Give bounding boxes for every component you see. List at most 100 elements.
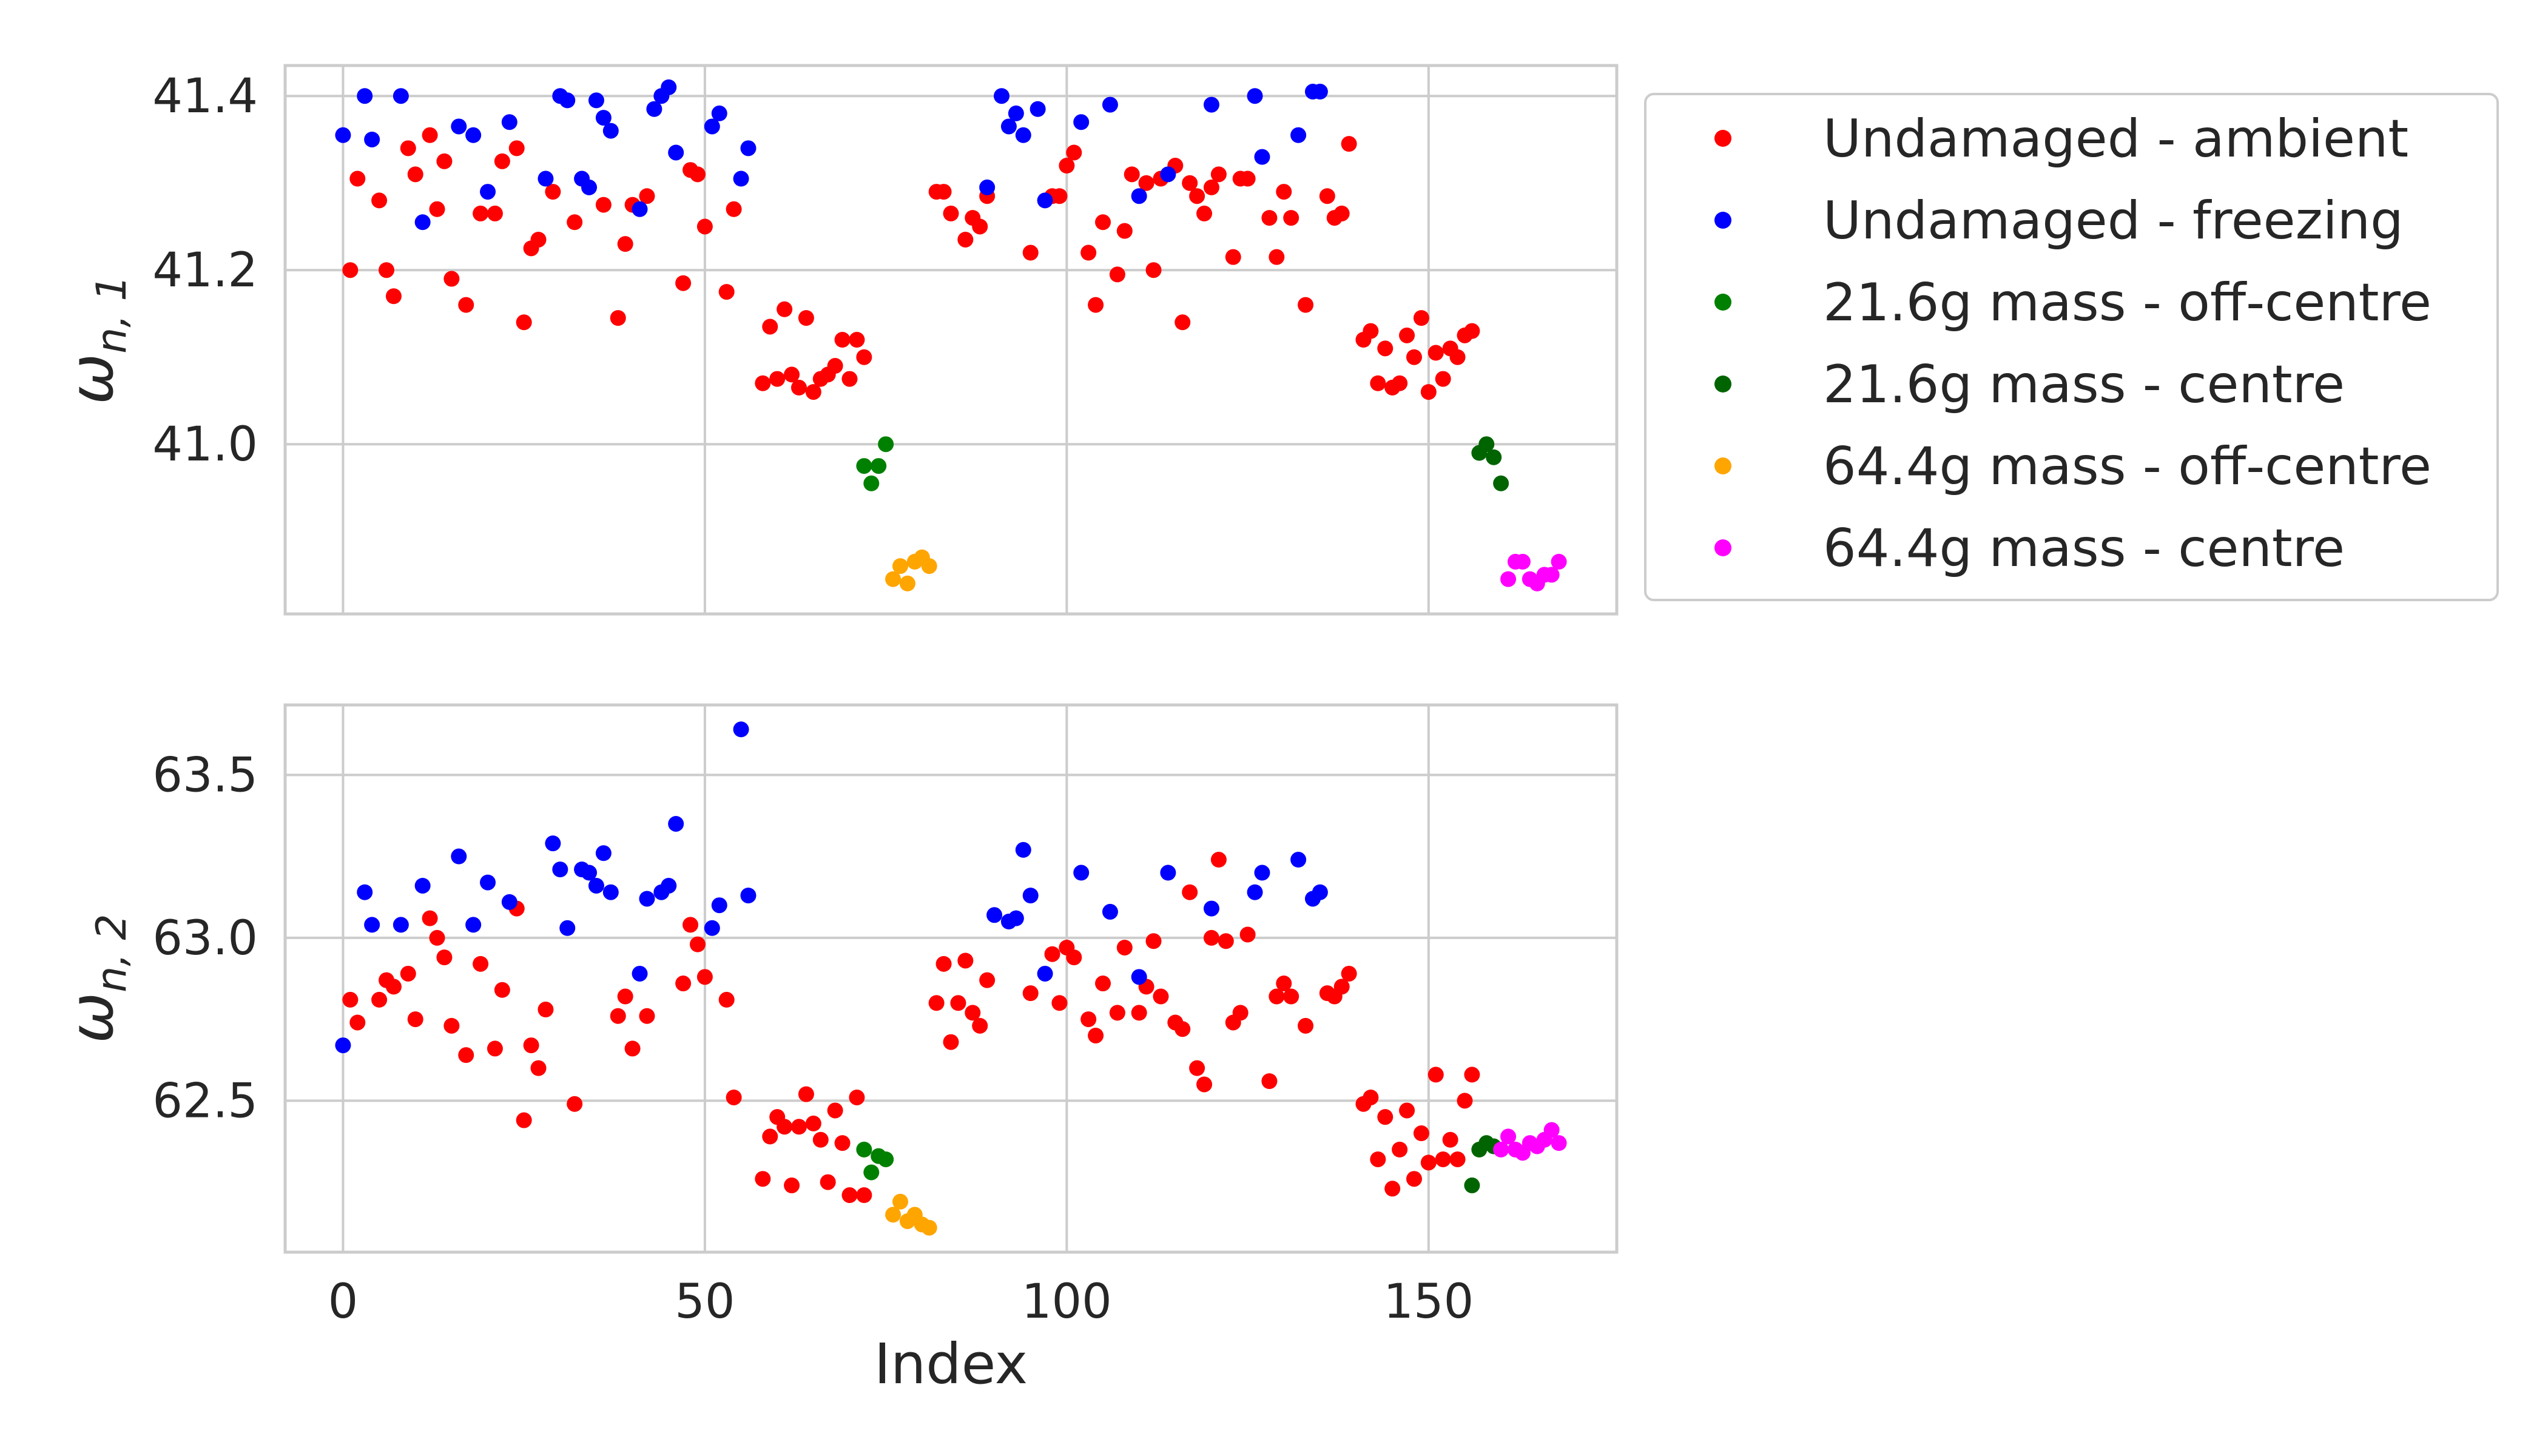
data-point — [1449, 1151, 1466, 1167]
data-point — [805, 384, 821, 400]
data-point — [342, 991, 359, 1008]
data-point — [400, 965, 416, 982]
data-point — [689, 936, 706, 952]
data-point — [371, 192, 388, 209]
data-point — [856, 1141, 872, 1158]
legend-marker — [1714, 294, 1731, 311]
data-point — [784, 1177, 800, 1193]
data-point — [1413, 310, 1429, 326]
data-point — [1124, 166, 1140, 183]
data-point — [602, 123, 619, 139]
data-point — [1478, 436, 1495, 453]
data-point — [790, 1119, 807, 1135]
y-tick-label: 63.5 — [152, 748, 258, 803]
data-point — [762, 1128, 778, 1145]
data-point — [501, 114, 517, 130]
data-point — [639, 1008, 655, 1024]
data-point — [863, 475, 880, 491]
data-point — [1203, 900, 1219, 917]
data-point — [1406, 1171, 1422, 1187]
data-point — [1051, 188, 1068, 204]
data-point — [834, 1135, 851, 1151]
data-point — [1247, 884, 1263, 900]
data-point — [1319, 188, 1335, 204]
data-point — [1442, 1131, 1458, 1148]
data-point — [1269, 988, 1285, 1005]
data-point — [979, 972, 996, 988]
data-point — [357, 88, 373, 104]
data-point — [856, 1187, 872, 1204]
data-point — [530, 1060, 547, 1076]
data-point — [1363, 323, 1379, 339]
data-point — [581, 179, 598, 195]
data-point — [790, 379, 807, 396]
data-point — [1254, 149, 1270, 165]
data-point — [965, 1005, 981, 1021]
data-point — [935, 956, 952, 972]
data-point — [1457, 1093, 1473, 1109]
x-axis-label: Index — [874, 1332, 1028, 1397]
data-point — [740, 888, 757, 904]
plot-frame — [283, 64, 1619, 616]
data-point — [632, 201, 648, 217]
data-point — [1008, 910, 1024, 926]
data-point — [494, 153, 510, 169]
data-point — [1399, 1102, 1415, 1119]
data-point — [777, 1119, 793, 1135]
legend-marker — [1714, 376, 1731, 393]
data-point — [1080, 1011, 1097, 1028]
data-point — [349, 170, 366, 187]
data-point — [1116, 223, 1133, 239]
data-point — [1095, 976, 1111, 992]
data-point — [1254, 864, 1270, 881]
data-point — [1486, 449, 1502, 465]
data-point — [501, 894, 517, 910]
data-point — [1044, 946, 1060, 962]
data-point — [696, 218, 713, 235]
data-point — [856, 458, 872, 474]
data-point — [892, 558, 908, 575]
data-point — [805, 1115, 821, 1131]
data-point — [1261, 210, 1278, 226]
data-point — [1218, 933, 1234, 949]
top-panel: 41.0 41.2 41.4 ωn, 1 — [56, 64, 1619, 616]
data-point — [610, 1008, 626, 1024]
data-point — [385, 979, 402, 995]
data-point — [769, 371, 786, 387]
data-point — [1420, 1154, 1437, 1171]
data-point — [1420, 384, 1437, 400]
data-point — [841, 1187, 858, 1204]
data-point — [1182, 884, 1198, 900]
data-point — [1392, 375, 1408, 391]
data-point — [567, 214, 583, 231]
legend: Undamaged - ambient Undamaged - freezing 2… — [1644, 93, 2499, 601]
data-point — [935, 184, 952, 200]
data-point — [617, 236, 633, 252]
data-point — [1464, 1067, 1480, 1083]
data-point — [871, 458, 887, 474]
data-point — [1551, 1135, 1567, 1151]
data-point — [704, 118, 720, 135]
data-point — [414, 214, 431, 231]
data-point — [487, 1040, 503, 1057]
data-point — [1333, 979, 1350, 995]
data-point — [1333, 205, 1350, 221]
data-point — [1399, 327, 1415, 343]
data-point — [335, 127, 351, 143]
data-point — [364, 131, 380, 147]
legend-entry-label: 64.4g mass - off-centre — [1823, 436, 2432, 497]
legend-entry-label: 64.4g mass - centre — [1823, 518, 2345, 579]
data-point — [1384, 1181, 1401, 1197]
data-point — [711, 897, 727, 914]
data-point — [1175, 1021, 1191, 1037]
legend-marker — [1714, 457, 1731, 474]
data-point — [429, 201, 445, 217]
data-point — [1276, 184, 1292, 200]
data-point — [451, 118, 467, 135]
data-point — [711, 105, 727, 121]
data-point — [1008, 105, 1024, 121]
data-point — [567, 1096, 583, 1112]
data-point — [610, 310, 626, 326]
data-point — [1341, 965, 1357, 982]
data-point — [755, 375, 771, 391]
